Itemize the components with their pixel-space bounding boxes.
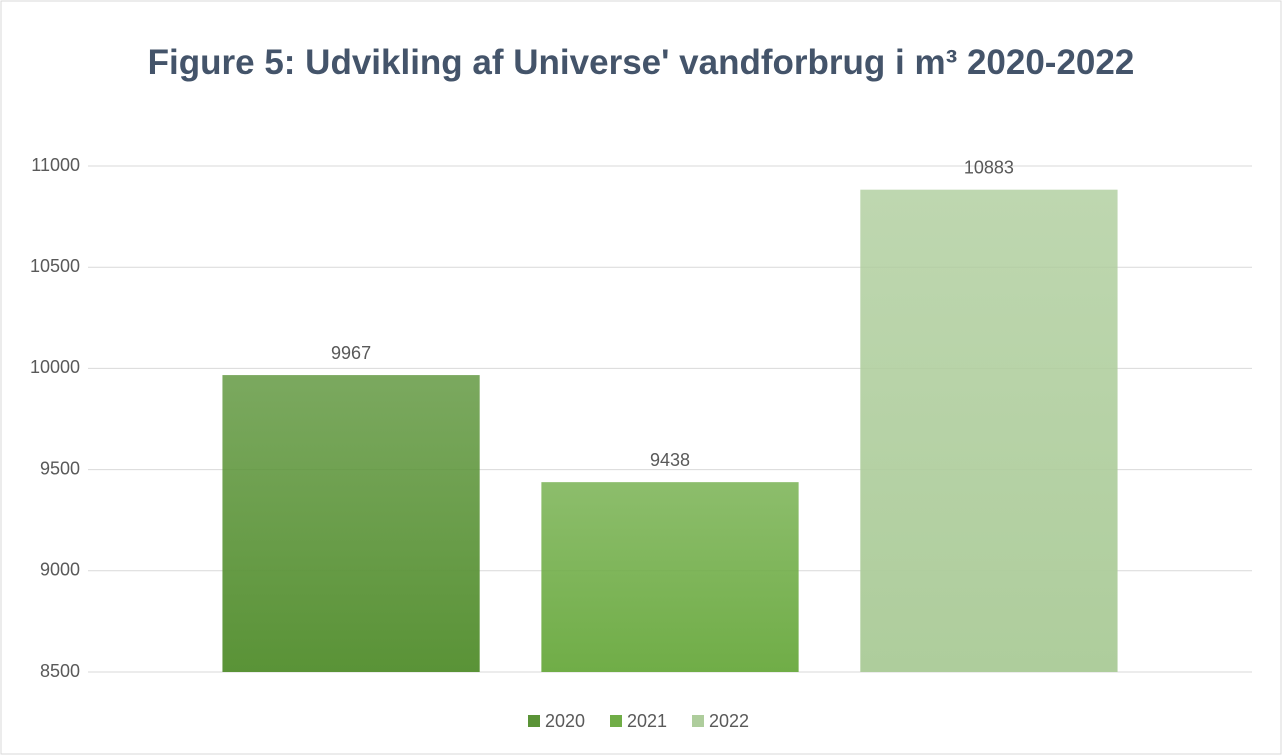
data-label: 9438 [650,450,690,470]
y-tick-label: 10000 [30,357,80,377]
bar [222,375,480,672]
legend-swatch [610,715,622,727]
y-tick-label: 8500 [40,661,80,681]
legend-label: 2021 [627,711,667,731]
legend-label: 2020 [545,711,585,731]
data-label: 10883 [964,157,1014,177]
legend-swatch [692,715,704,727]
bar [541,482,799,672]
y-tick-label: 10500 [30,256,80,276]
y-tick-label: 9000 [40,560,80,580]
legend-label: 2022 [709,711,749,731]
chart-title: Figure 5: Udvikling af Universe' vandfor… [147,43,1135,82]
y-tick-label: 9500 [40,458,80,478]
data-label: 9967 [331,343,371,363]
legend-swatch [528,715,540,727]
y-tick-label: 11000 [31,155,80,175]
bar [860,189,1118,673]
